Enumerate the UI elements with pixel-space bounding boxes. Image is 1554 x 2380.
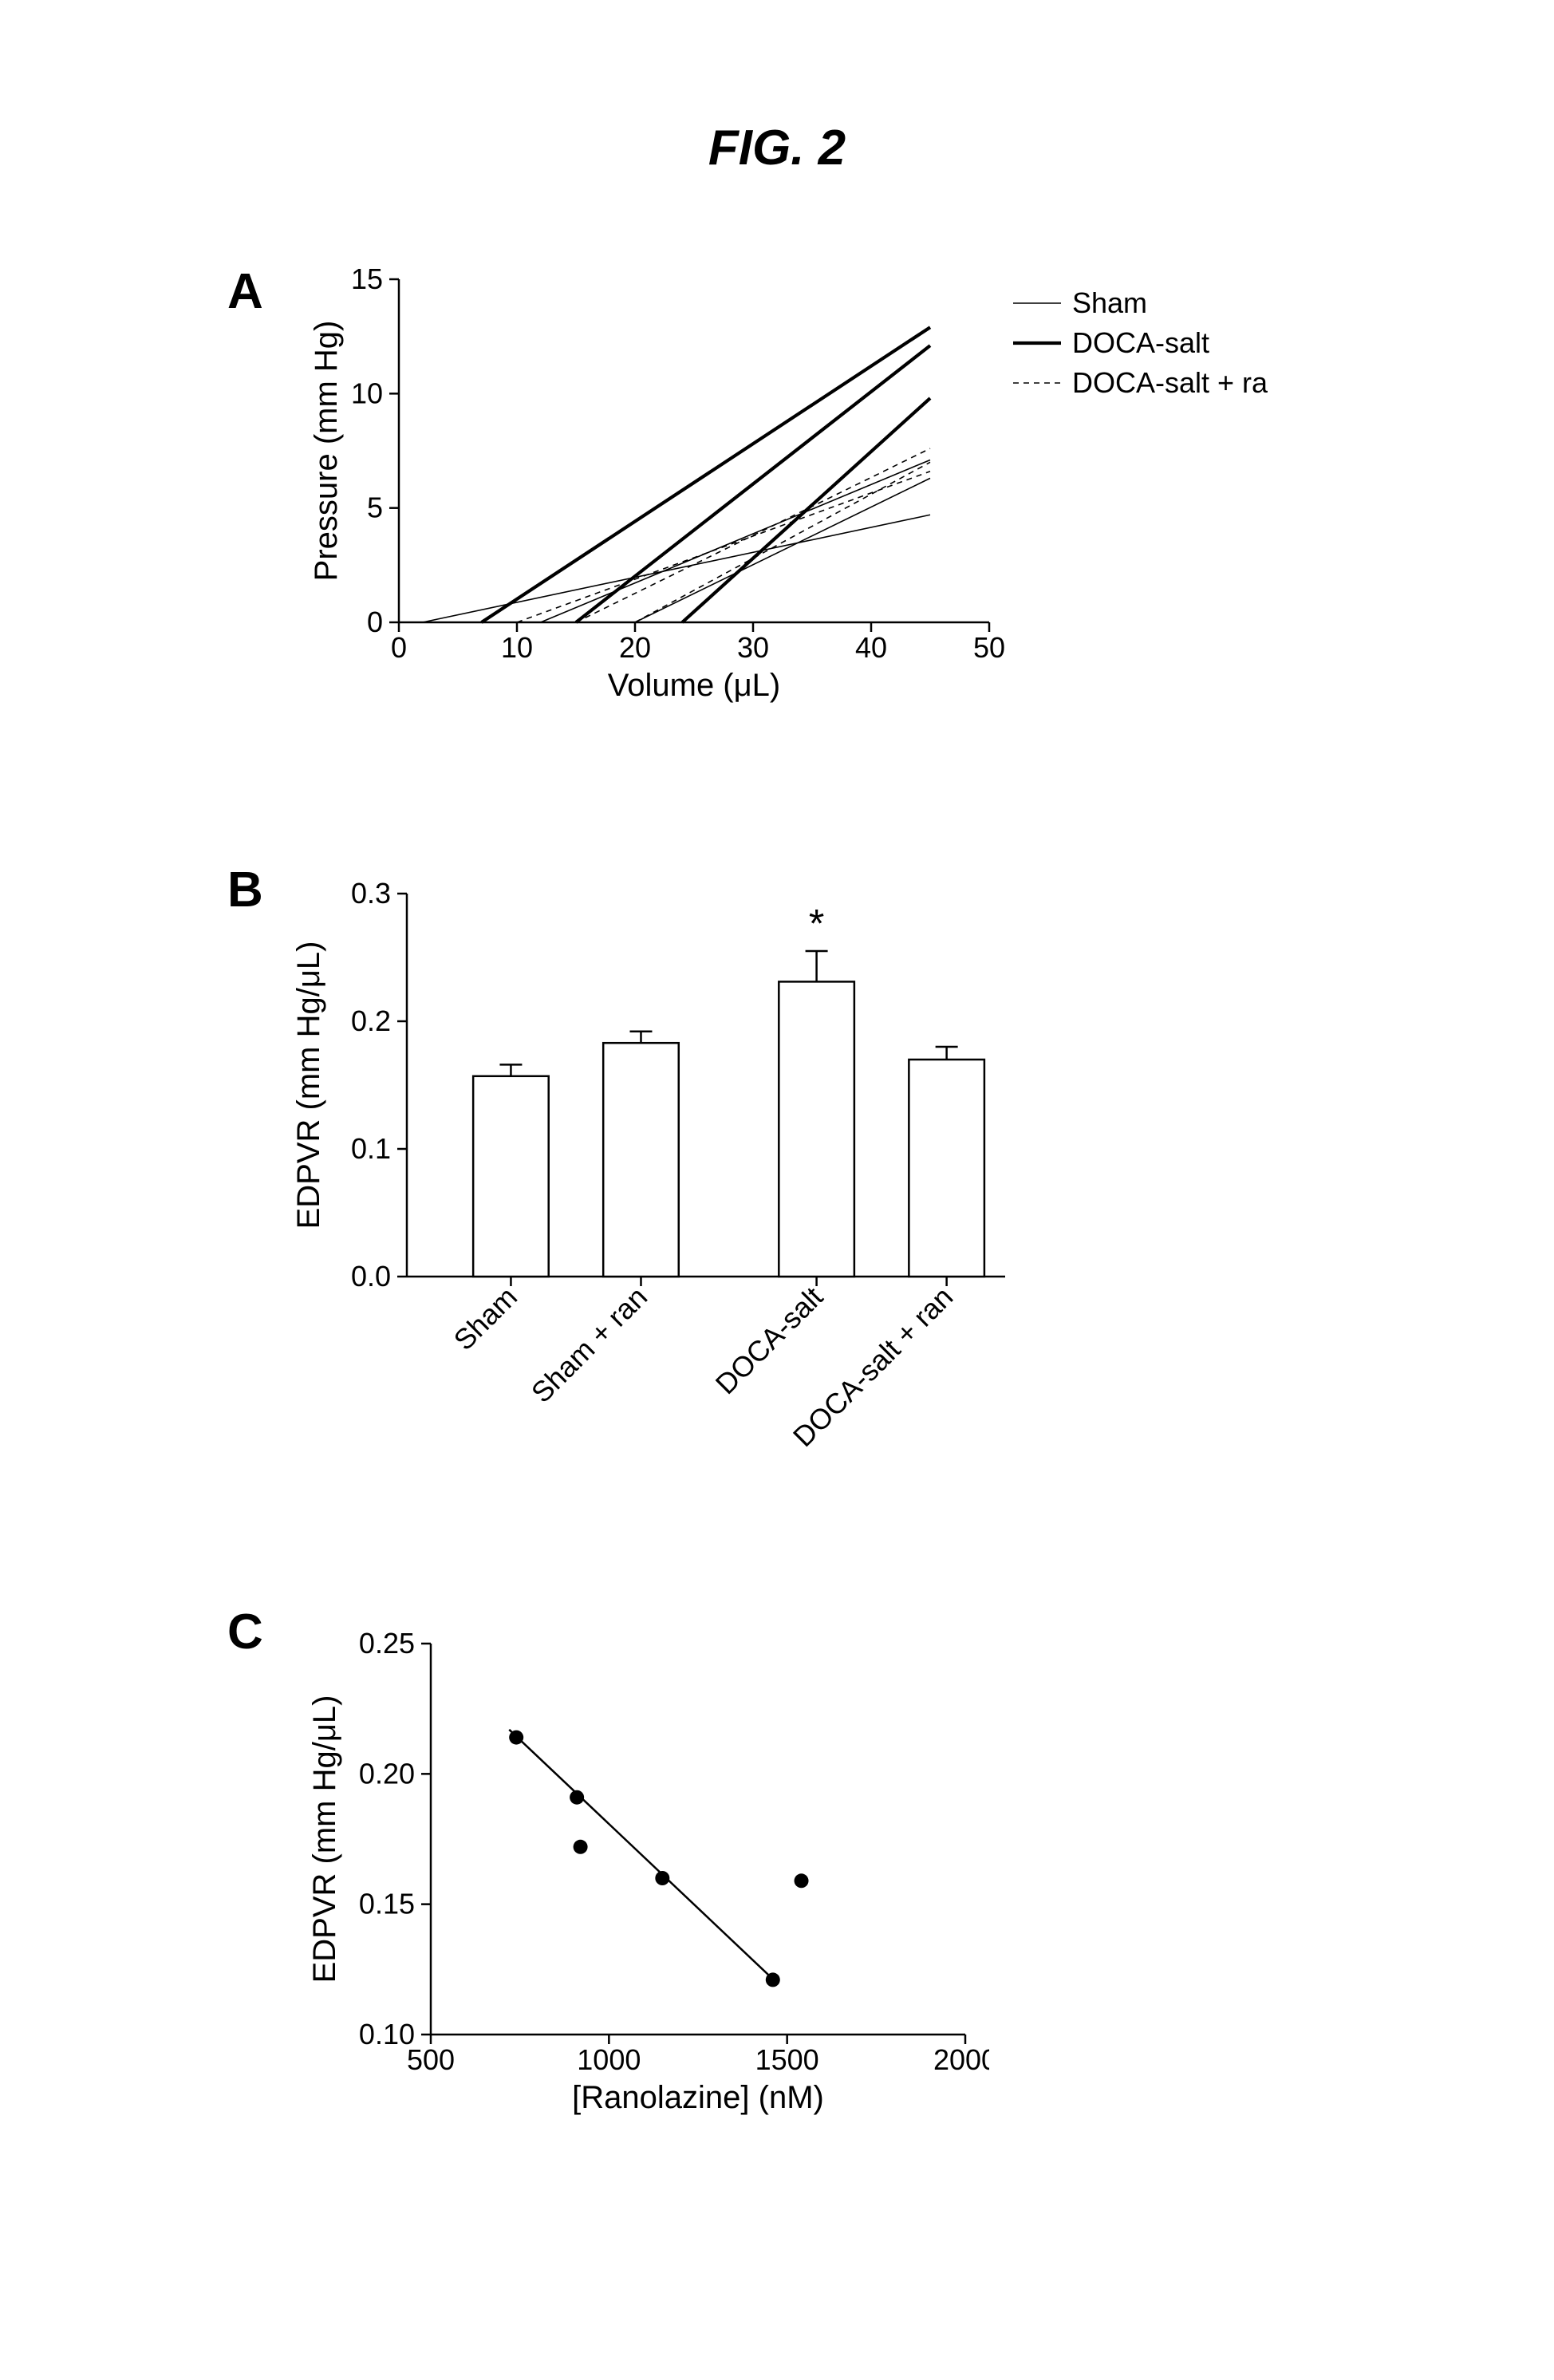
svg-text:*: * (809, 901, 824, 945)
panel-label-c: C (227, 1604, 263, 1660)
svg-text:0.25: 0.25 (359, 1628, 415, 1660)
svg-text:Volume (μL): Volume (μL) (608, 668, 780, 703)
svg-text:1500: 1500 (755, 2043, 819, 2076)
figure-page: FIG. 2 A 0 10 20 30 40 50 0 5 10 15 Volume (μL) Pre… (0, 0, 1554, 2380)
svg-text:Sham: Sham (448, 1281, 523, 1356)
svg-text:0.15: 0.15 (359, 1888, 415, 1920)
svg-text:0.0: 0.0 (351, 1260, 391, 1293)
svg-text:10: 10 (351, 377, 383, 409)
svg-text:DOCA-salt: DOCA-salt (1072, 326, 1209, 359)
svg-text:2000: 2000 (933, 2043, 989, 2076)
panel-c-chart: 5001000150020000.100.150.200.25[Ranolazi… (303, 1628, 989, 2122)
svg-text:0.2: 0.2 (351, 1004, 391, 1037)
svg-text:0.3: 0.3 (351, 877, 391, 910)
panel-a-chart: 0 10 20 30 40 50 0 5 10 15 Volume (μL) Pressure (mm… (311, 263, 1268, 710)
svg-text:50: 50 (973, 631, 1005, 664)
svg-text:EDPVR (mm Hg/μL): EDPVR (mm Hg/μL) (307, 1695, 342, 1983)
svg-text:5: 5 (367, 491, 383, 524)
svg-text:1000: 1000 (577, 2043, 641, 2076)
svg-text:30: 30 (737, 631, 769, 664)
svg-text:0.20: 0.20 (359, 1757, 415, 1790)
panel-b-chart: 0.0 0.1 0.2 0.3 EDPVR (mm Hg/μL) ShamSham + r… (287, 862, 1021, 1524)
panel-label-b: B (227, 862, 263, 918)
svg-text:0.10: 0.10 (359, 2018, 415, 2050)
svg-text:DOCA-salt + ranolazine: DOCA-salt + ranolazine (1072, 366, 1268, 399)
svg-text:Pressure (mm Hg): Pressure (mm Hg) (311, 321, 344, 582)
svg-text:20: 20 (619, 631, 651, 664)
svg-text:10: 10 (501, 631, 533, 664)
svg-text:15: 15 (351, 263, 383, 295)
svg-text:Sham + ran: Sham + ran (525, 1281, 653, 1409)
figure-title: FIG. 2 (0, 120, 1554, 176)
panel-label-a: A (227, 263, 263, 320)
svg-text:EDPVR (mm Hg/μL): EDPVR (mm Hg/μL) (291, 941, 326, 1229)
svg-text:0.1: 0.1 (351, 1132, 391, 1165)
svg-text:0: 0 (391, 631, 407, 664)
svg-text:DOCA-salt: DOCA-salt (709, 1281, 830, 1401)
svg-text:[Ranolazine] (nM): [Ranolazine] (nM) (572, 2080, 824, 2115)
svg-text:40: 40 (855, 631, 887, 664)
svg-text:Sham: Sham (1072, 286, 1147, 319)
svg-text:0: 0 (367, 606, 383, 638)
